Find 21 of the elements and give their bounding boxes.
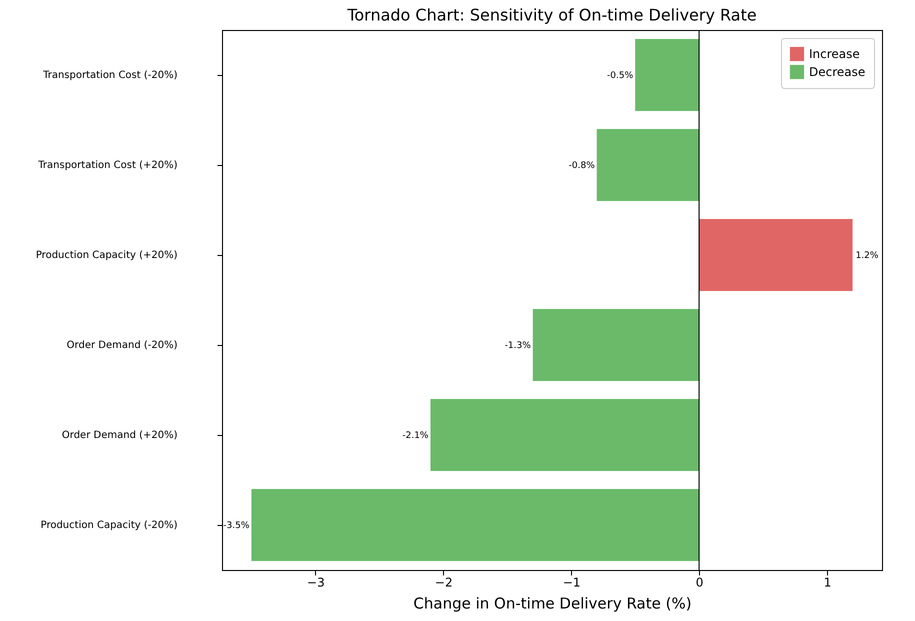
x-tick-label: 0 — [696, 576, 704, 590]
data-label: -2.1% — [402, 431, 429, 441]
y-tick-label: Production Capacity (+20%) — [36, 250, 178, 261]
x-tick-label: −1 — [562, 576, 581, 590]
x-axis-title: Change in On-time Delivery Rate (%) — [413, 594, 692, 612]
x-tick-label: 1 — [824, 576, 832, 590]
y-tick-label: Order Demand (+20%) — [62, 430, 178, 441]
legend-label: Increase — [809, 47, 860, 61]
data-label: -0.5% — [607, 71, 634, 81]
x-tick-label: −3 — [307, 576, 325, 590]
y-tick-label: Order Demand (-20%) — [66, 340, 178, 351]
data-label: -3.5% — [223, 521, 250, 531]
data-label: -1.3% — [504, 341, 532, 351]
data-label: -0.8% — [568, 161, 596, 171]
y-tick-label: Production Capacity (-20%) — [40, 520, 178, 531]
x-tick-label: −2 — [434, 576, 453, 590]
legend-label: Decrease — [809, 65, 866, 79]
data-label: 1.2% — [856, 251, 879, 261]
y-tick-label: Transportation Cost (+20%) — [37, 160, 178, 171]
y-tick-label: Transportation Cost (-20%) — [42, 70, 178, 81]
chart-title: Tornado Chart: Sensitivity of On-time Delivery Rate — [346, 6, 757, 24]
